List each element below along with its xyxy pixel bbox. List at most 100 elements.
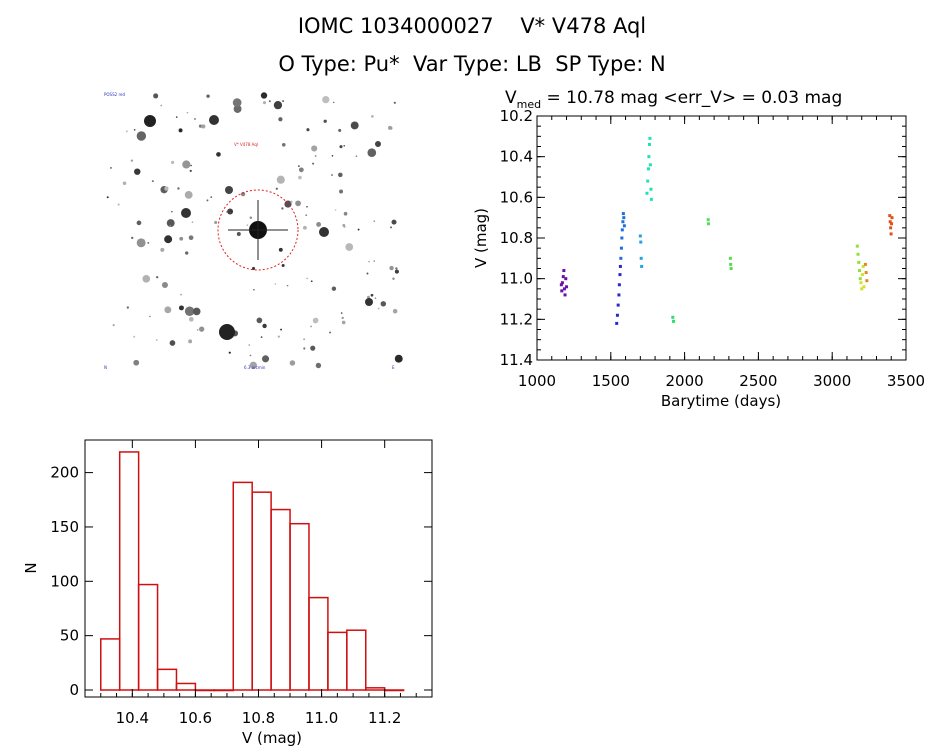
finder-star xyxy=(155,339,158,341)
histogram-bar xyxy=(308,596,329,691)
finder-star xyxy=(306,205,308,208)
finder-star xyxy=(289,360,296,366)
finder-star xyxy=(130,159,134,162)
finder-star xyxy=(188,235,194,241)
finder-star xyxy=(341,316,344,320)
y-tick-label: 11.4 xyxy=(500,351,533,369)
finder-star xyxy=(177,187,180,190)
finder-star xyxy=(182,160,191,169)
data-point xyxy=(862,285,866,289)
x-tick-label: 3000 xyxy=(813,372,851,390)
finder-star xyxy=(236,232,241,236)
finder-star xyxy=(149,315,151,318)
data-point xyxy=(889,226,893,230)
finder-star xyxy=(311,145,318,152)
data-point xyxy=(563,293,567,297)
data-point xyxy=(561,275,565,279)
finder-star xyxy=(394,354,403,363)
finder-star xyxy=(201,124,206,129)
finder-star xyxy=(306,128,310,132)
finder-star xyxy=(310,280,313,283)
data-point xyxy=(889,232,893,236)
histogram-bar xyxy=(175,682,197,691)
finder-star xyxy=(160,104,163,107)
finder-star xyxy=(392,308,398,314)
finder-star xyxy=(298,165,300,167)
finder-star xyxy=(246,224,249,226)
finder-star xyxy=(136,220,142,226)
finder-star xyxy=(169,340,176,346)
finder-star xyxy=(393,101,396,104)
finder-star xyxy=(191,221,194,223)
finder-star xyxy=(164,306,172,314)
finder-star xyxy=(155,276,159,279)
data-point xyxy=(562,269,566,273)
finder-star xyxy=(338,128,342,132)
finder-stars xyxy=(106,92,403,370)
finder-star xyxy=(343,145,346,147)
finder-star xyxy=(310,325,312,328)
data-point xyxy=(890,216,894,220)
finder-bright-star xyxy=(144,115,156,127)
finder-star xyxy=(290,200,293,203)
finder-star xyxy=(262,323,267,329)
finder-star xyxy=(188,316,194,322)
data-point xyxy=(616,303,620,307)
data-point xyxy=(729,267,733,270)
finder-star xyxy=(133,129,136,131)
finder-star xyxy=(260,336,263,338)
finder-star xyxy=(332,101,335,104)
finder-bright-star xyxy=(319,227,329,237)
light-curve-title-rest: = 10.78 mag <err_V> = 0.03 mag xyxy=(541,88,842,108)
finder-bright-star xyxy=(219,324,235,340)
finder-star xyxy=(343,211,348,216)
finder-star xyxy=(153,93,159,99)
finder-star xyxy=(186,111,189,114)
data-point xyxy=(855,244,859,248)
finder-star xyxy=(253,288,255,291)
data-point xyxy=(617,283,621,287)
finder-star xyxy=(286,284,289,287)
finder-star xyxy=(334,209,337,211)
x-tick-label: 1000 xyxy=(518,372,556,390)
finder-star xyxy=(367,148,377,158)
data-point xyxy=(646,179,650,183)
data-point xyxy=(638,234,642,238)
histogram-bar xyxy=(289,522,310,691)
histogram-bar xyxy=(137,583,159,691)
finder-label-bottom-center: 6.3 arcmin xyxy=(244,365,266,370)
light-curve-xlabel: Barytime (days) xyxy=(661,392,781,410)
finder-star xyxy=(268,100,271,103)
finder-bright-star xyxy=(225,186,233,194)
finder-star xyxy=(178,305,184,311)
histogram-ylabel: N xyxy=(22,562,40,573)
finder-star xyxy=(389,265,394,271)
finder-star xyxy=(233,105,242,113)
finder-star xyxy=(303,347,306,350)
finder-star xyxy=(169,225,171,227)
finder-star xyxy=(226,211,228,213)
finder-bright-star xyxy=(375,141,381,147)
histogram-ticks: 10.4 10.6 10.8 11.0 11.2 0 50 100 150 200 xyxy=(50,440,432,727)
finder-star xyxy=(260,92,268,99)
histogram-bar xyxy=(346,629,367,691)
finder-star xyxy=(331,154,334,157)
finder-star xyxy=(277,335,280,338)
light-curve-title: Vmed = 10.78 mag <err_V> = 0.03 mag xyxy=(505,88,842,111)
finder-star xyxy=(341,320,346,325)
finder-star xyxy=(117,203,120,206)
finder-star xyxy=(315,362,322,369)
x-tick-label: 11.0 xyxy=(305,709,338,727)
y-tick-label: 10.2 xyxy=(500,107,533,125)
finder-star xyxy=(295,200,301,207)
data-point xyxy=(646,167,650,171)
finder-star xyxy=(303,338,306,341)
finder-star xyxy=(276,175,285,184)
light-curve-title-sub: med xyxy=(517,98,541,111)
finder-star xyxy=(357,228,360,231)
finder-star xyxy=(133,359,140,366)
finder-star xyxy=(298,167,304,173)
y-tick-label: 10.8 xyxy=(500,229,533,247)
finder-star xyxy=(314,155,317,157)
finder-star xyxy=(281,264,285,268)
